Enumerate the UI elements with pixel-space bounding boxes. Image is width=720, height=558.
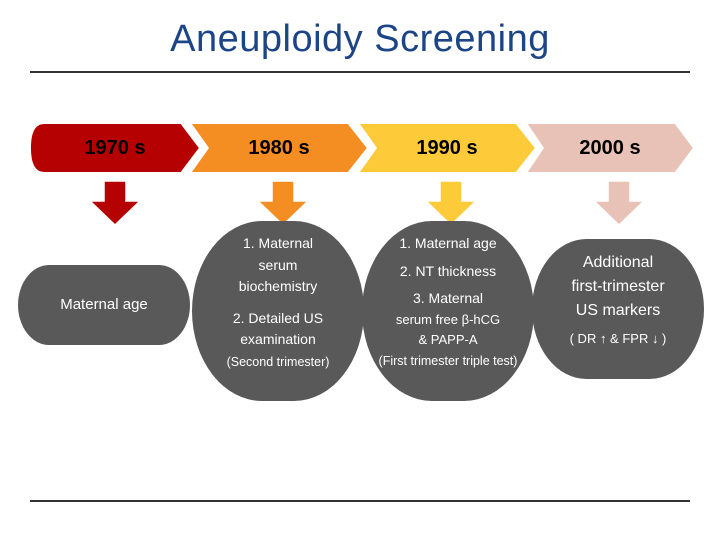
down-arrow-icon xyxy=(258,181,308,225)
chevron-label-2000s: 2000 s xyxy=(526,123,694,173)
chevron-label-1970s: 1970 s xyxy=(30,123,200,173)
detail-1970s: Maternal age xyxy=(18,265,190,345)
detail-line: 2. Detailed US xyxy=(233,310,323,328)
detail-line: 1. Maternal xyxy=(243,235,313,253)
detail-line: biochemistry xyxy=(239,278,318,296)
detail-row: Maternal age 1. Maternal serum biochemis… xyxy=(30,225,690,415)
detail-line: 1. Maternal age xyxy=(399,235,496,253)
detail-line: 3. Maternal xyxy=(413,290,483,308)
detail-line: examination xyxy=(240,331,316,349)
down-arrow-icon xyxy=(426,181,476,225)
detail-line: serum xyxy=(259,257,298,275)
down-arrow-icon xyxy=(90,181,140,225)
detail-line: 2. NT thickness xyxy=(400,263,496,281)
detail-1990s: 1. Maternal age 2. NT thickness 3. Mater… xyxy=(362,221,534,401)
chevron-1980s: 1980 s xyxy=(190,123,368,173)
page-title: Aneuploidy Screening xyxy=(0,18,720,61)
chevron-label-1990s: 1990 s xyxy=(358,123,536,173)
bottom-underline xyxy=(30,500,690,502)
detail-line: & PAPP-A xyxy=(418,332,477,348)
detail-line: Additional xyxy=(583,253,653,273)
arrows-row xyxy=(30,185,690,225)
chevron-2000s: 2000 s xyxy=(526,123,694,173)
timeline-chevrons: 1970 s 1980 s 1990 s 2000 s xyxy=(30,123,690,183)
detail-line: US markers xyxy=(576,301,660,321)
chevron-label-1980s: 1980 s xyxy=(190,123,368,173)
detail-text: Maternal age xyxy=(60,296,148,315)
detail-note: ( DR ↑ & FPR ↓ ) xyxy=(570,331,667,347)
detail-sub: (First trimester triple test) xyxy=(379,354,518,370)
detail-1980s: 1. Maternal serum biochemistry 2. Detail… xyxy=(192,221,364,401)
title-underline xyxy=(30,71,690,73)
detail-line: first-trimester xyxy=(571,277,664,297)
down-arrow-icon xyxy=(594,181,644,225)
detail-sub: (Second trimester) xyxy=(227,355,330,371)
detail-2000s: Additional first-trimester US markers ( … xyxy=(532,239,704,379)
chevron-1990s: 1990 s xyxy=(358,123,536,173)
detail-line: serum free β-hCG xyxy=(396,312,500,328)
chevron-1970s: 1970 s xyxy=(30,123,200,173)
